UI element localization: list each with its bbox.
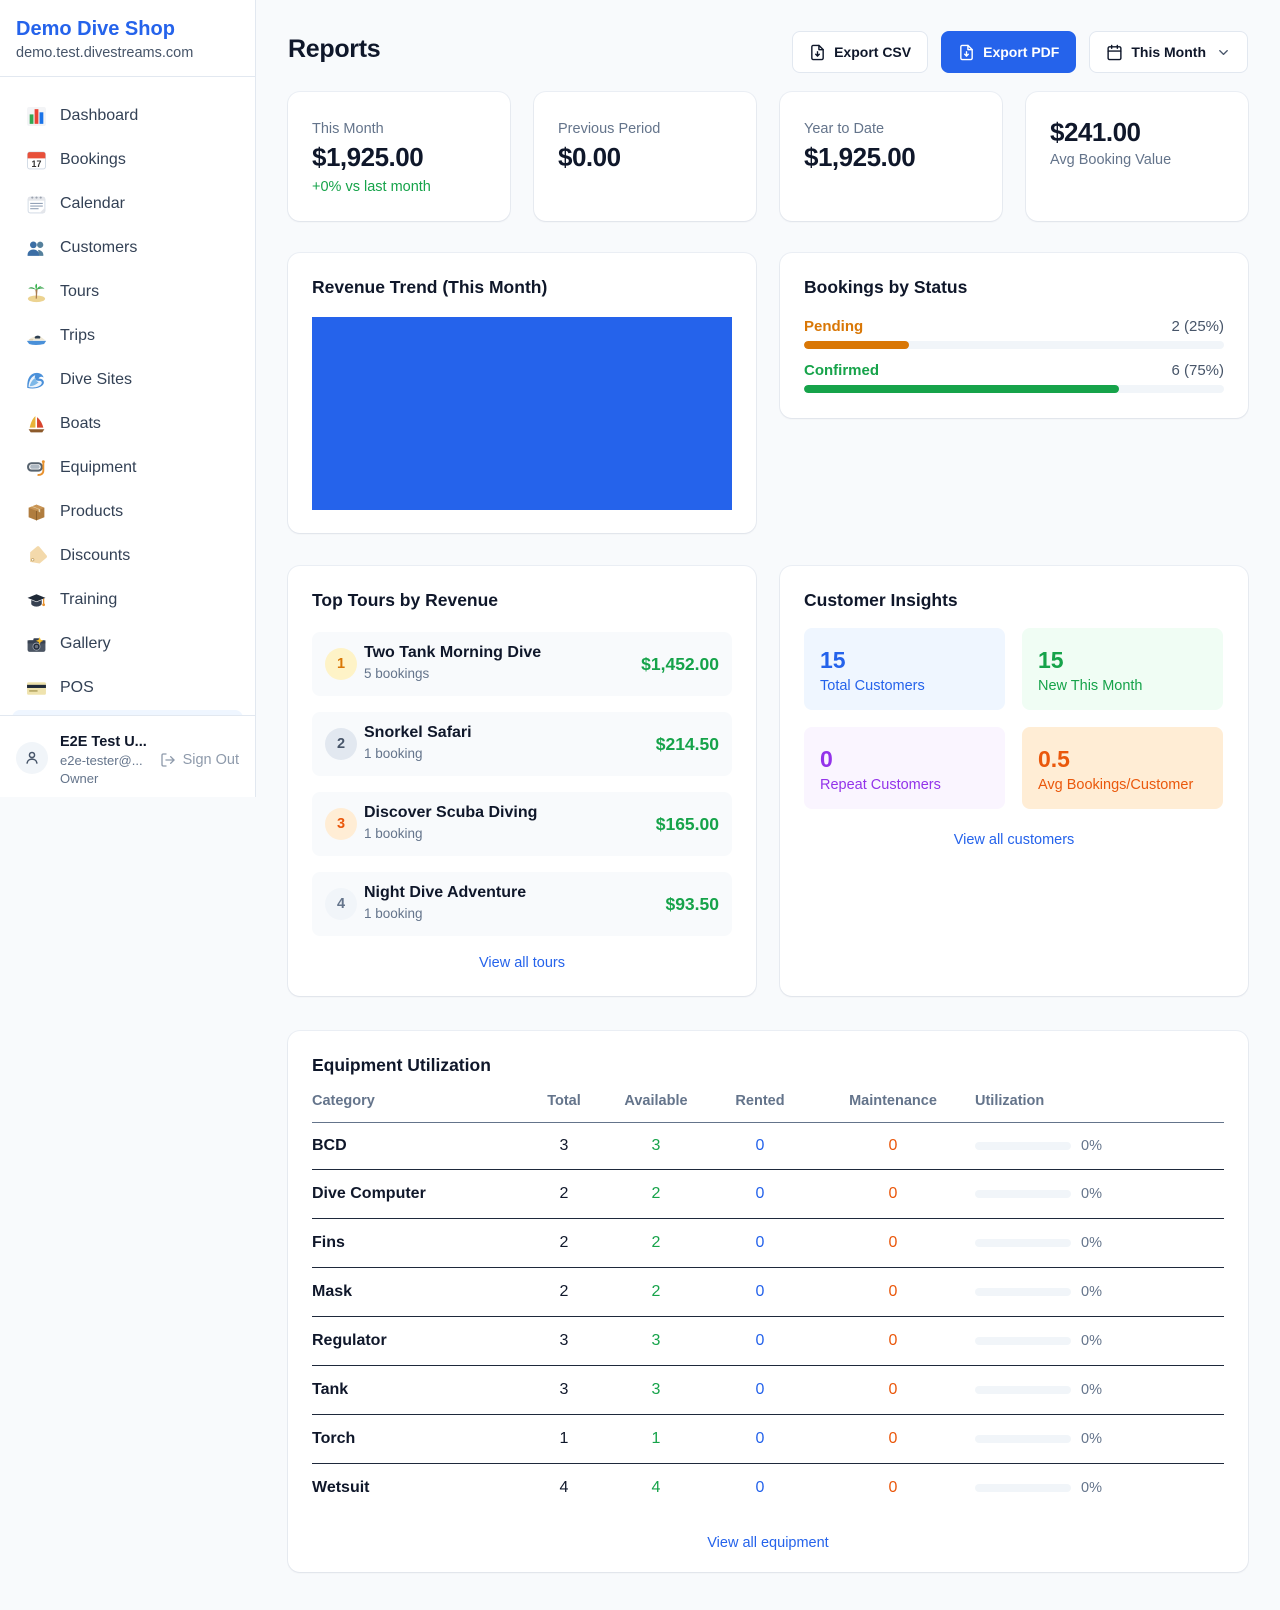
svg-text:17: 17	[32, 158, 42, 168]
